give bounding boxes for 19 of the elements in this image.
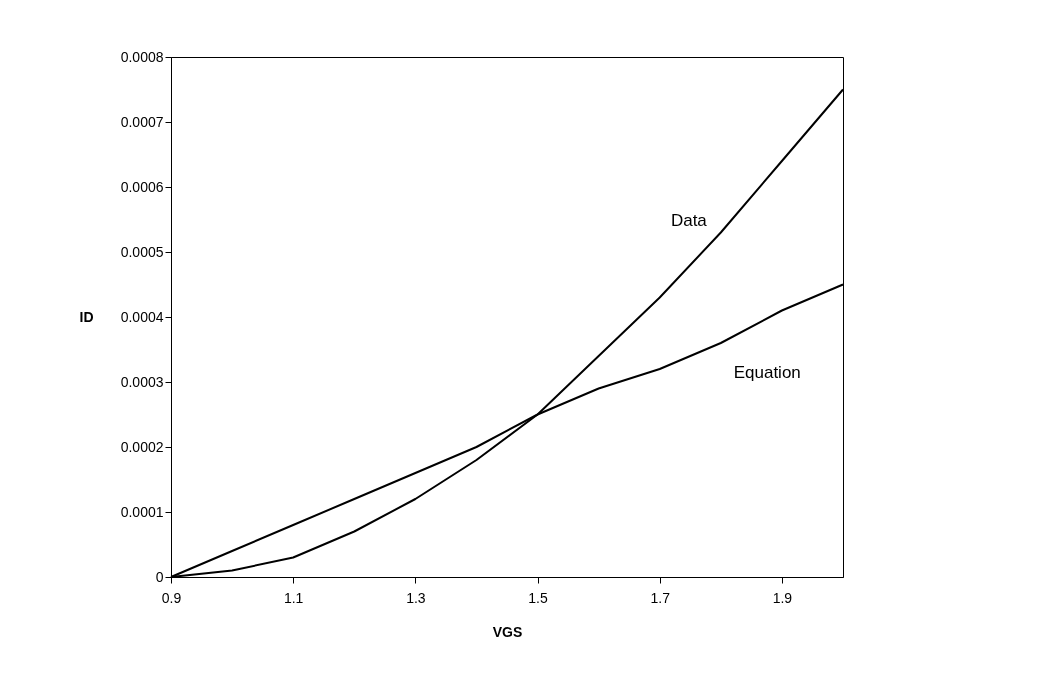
y-tick-label: 0.0008 [120, 48, 164, 65]
x-tick-label: 1.1 [283, 589, 304, 606]
y-tick-label: 0.0006 [120, 178, 164, 195]
y-tick-label: 0.0007 [120, 113, 164, 130]
y-tick-label: 0.0004 [120, 308, 164, 325]
x-axis-title: VGS [492, 623, 523, 640]
y-tick-label: 0.0005 [120, 243, 164, 260]
y-axis-title: ID [79, 308, 94, 325]
y-tick-label: 0.0001 [120, 503, 164, 520]
y-tick-label: 0 [155, 568, 164, 585]
x-tick-label: 1.5 [528, 589, 548, 606]
y-tick-label: 0.0002 [120, 438, 164, 455]
y-tick-label: 0.0003 [120, 373, 164, 390]
x-tick-label: 0.9 [161, 589, 182, 606]
series-label: Data [670, 210, 708, 230]
x-tick-label: 1.7 [650, 589, 671, 606]
series-label: Equation [733, 363, 801, 382]
x-tick-label: 1.9 [772, 589, 793, 606]
x-tick-label: 1.3 [406, 589, 426, 606]
